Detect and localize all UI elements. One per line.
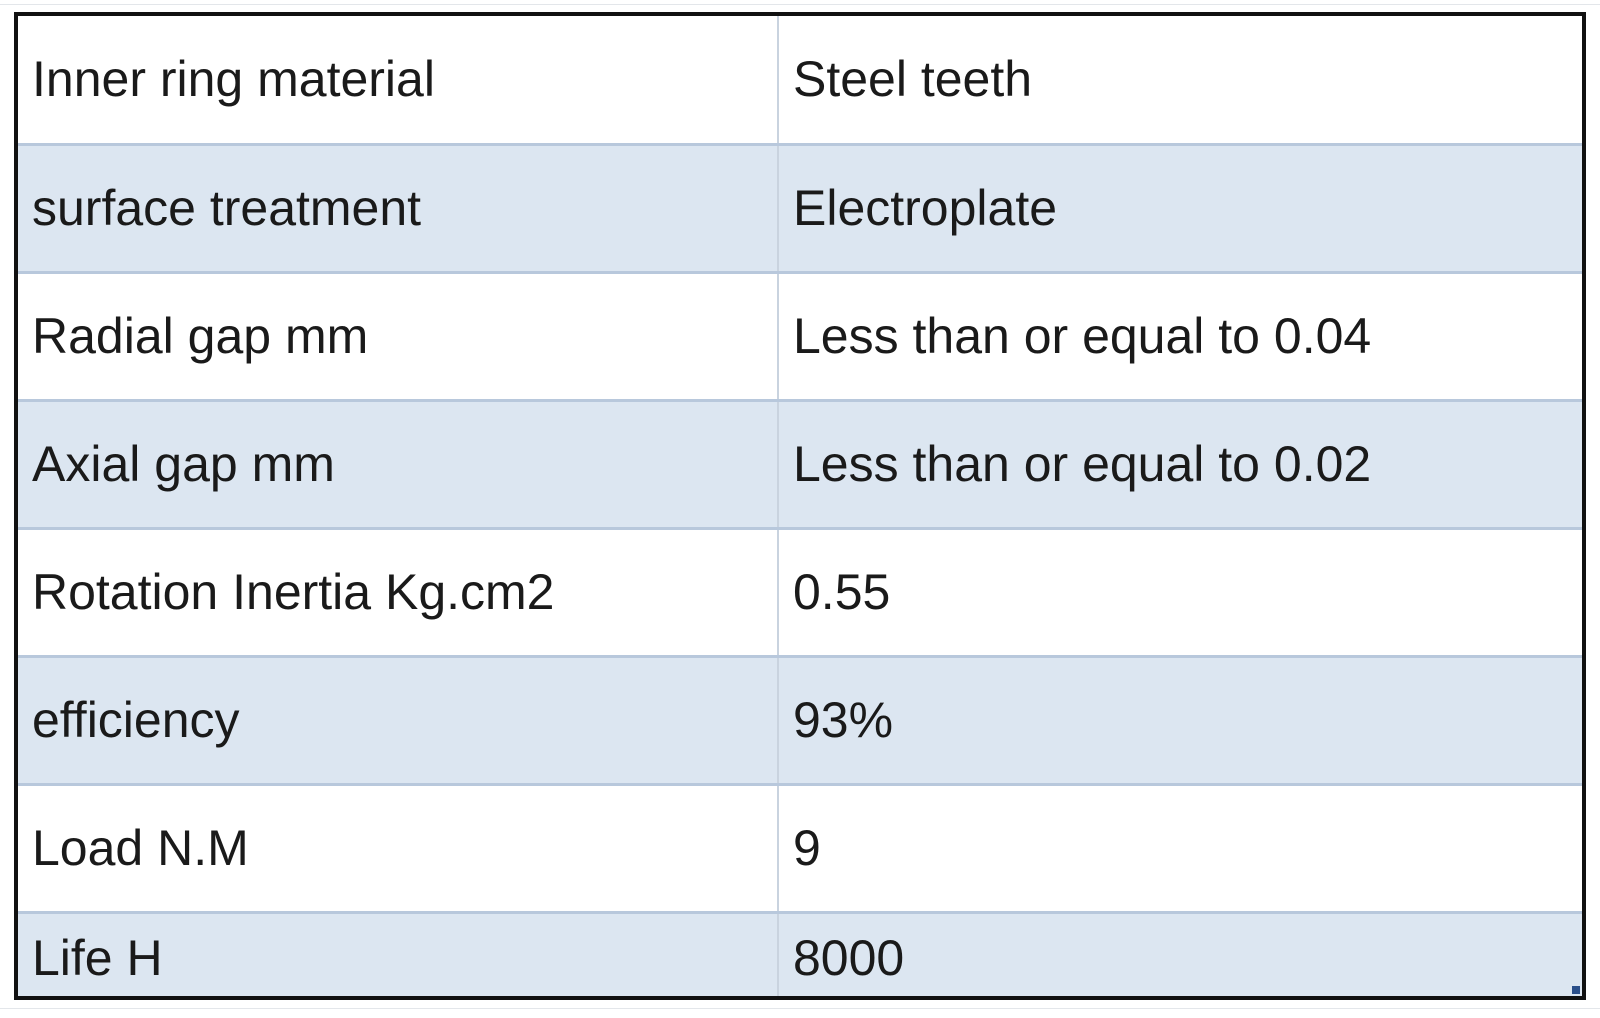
- spec-label-cell[interactable]: Axial gap mm: [18, 400, 779, 530]
- spec-value-cell[interactable]: Electroplate: [778, 144, 1582, 274]
- spec-value-cell[interactable]: 9: [778, 784, 1582, 914]
- spec-table: Inner ring material Steel teeth surface …: [14, 12, 1586, 1000]
- spec-label-cell[interactable]: Load N.M: [18, 784, 779, 914]
- spec-label-cell[interactable]: Inner ring material: [18, 16, 779, 146]
- spec-value-cell[interactable]: 8000: [778, 912, 1582, 996]
- table-row: Load N.M 9: [18, 784, 1582, 914]
- table-row: Axial gap mm Less than or equal to 0.02: [18, 400, 1582, 530]
- spec-label-cell[interactable]: surface treatment: [18, 144, 779, 274]
- spec-label-cell[interactable]: Rotation Inertia Kg.cm2: [18, 528, 779, 658]
- spec-table-grid: Inner ring material Steel teeth surface …: [18, 16, 1582, 996]
- spec-value-cell[interactable]: Less than or equal to 0.02: [778, 400, 1582, 530]
- table-row: Rotation Inertia Kg.cm2 0.55: [18, 528, 1582, 658]
- grid-line: [0, 4, 1600, 5]
- table-row: Life H 8000: [18, 912, 1582, 996]
- grid-line: [0, 1008, 1600, 1009]
- table-row: Radial gap mm Less than or equal to 0.04: [18, 272, 1582, 402]
- spec-label-cell[interactable]: efficiency: [18, 656, 779, 786]
- spec-value-cell[interactable]: 0.55: [778, 528, 1582, 658]
- table-row: surface treatment Electroplate: [18, 144, 1582, 274]
- selection-fill-handle[interactable]: [1572, 986, 1580, 994]
- spec-label-cell[interactable]: Radial gap mm: [18, 272, 779, 402]
- spec-value-cell[interactable]: Steel teeth: [778, 16, 1582, 146]
- spec-value-cell[interactable]: Less than or equal to 0.04: [778, 272, 1582, 402]
- table-row: efficiency 93%: [18, 656, 1582, 786]
- spec-value-cell[interactable]: 93%: [778, 656, 1582, 786]
- table-row: Inner ring material Steel teeth: [18, 16, 1582, 146]
- spec-label-cell[interactable]: Life H: [18, 912, 779, 996]
